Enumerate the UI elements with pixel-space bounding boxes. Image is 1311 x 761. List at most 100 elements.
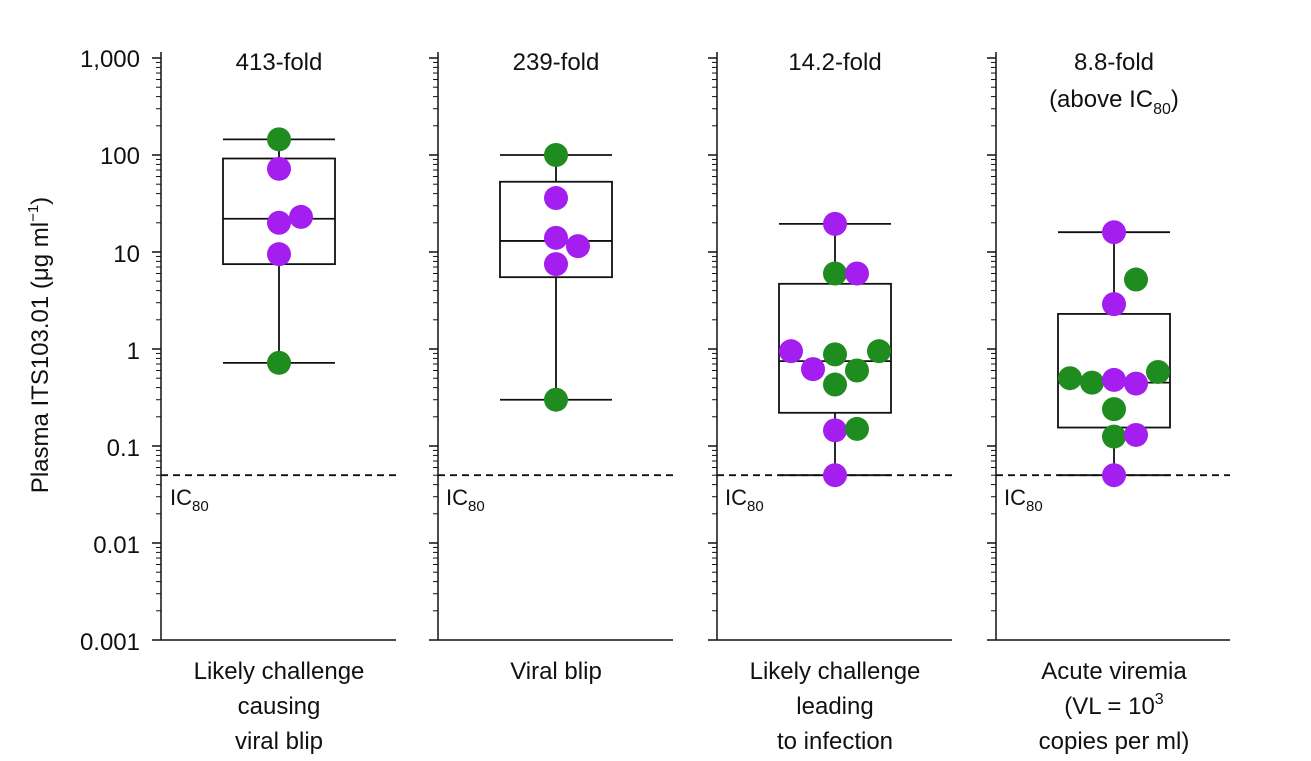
data-point-purple — [801, 357, 825, 382]
data-point-purple — [823, 211, 847, 236]
data-point-green — [823, 342, 847, 367]
fold-annotation-sub: (above IC80) — [1049, 86, 1179, 118]
data-point-purple — [566, 234, 590, 259]
fold-annotation-line: 413-fold — [236, 49, 323, 76]
data-point-green — [823, 261, 847, 286]
data-point-purple — [1102, 292, 1126, 317]
ic80-label: IC80 — [725, 485, 764, 515]
data-point-green — [544, 387, 568, 412]
ic80-label-main: IC — [170, 485, 192, 510]
data-point-purple — [845, 261, 869, 286]
panel-axis — [987, 52, 1230, 641]
category-line: Likely challenge — [194, 658, 365, 685]
ic80-label: IC80 — [170, 485, 209, 515]
panel-marks — [499, 143, 613, 412]
fold-annotation: 8.8-fold — [1074, 49, 1154, 76]
data-point-green — [1080, 370, 1104, 395]
category-label-2: (VL = 103 — [1064, 691, 1164, 720]
data-point-purple — [267, 156, 291, 181]
y-tick-label: 10 — [113, 241, 140, 268]
data-point-purple — [823, 463, 847, 488]
fold-annotation-line: 8.8-fold — [1074, 49, 1154, 76]
data-point-purple — [267, 242, 291, 267]
category-label: Likely challenge causing viral blip — [194, 658, 365, 755]
ic80-label: IC80 — [1004, 485, 1043, 515]
data-point-purple — [544, 252, 568, 277]
category-superscript: 3 — [1155, 691, 1164, 708]
panel-acute-viremia: IC80 8.8-fold (above IC80) Acute viremia… — [987, 49, 1230, 755]
category-line: copies per ml) — [1039, 728, 1190, 755]
data-point-green — [845, 416, 869, 441]
y-axis-label: Plasma ITS103.01 (μg ml−1) — [25, 197, 54, 493]
panel-likely-challenge-viral-blip: IC80 413-fold Likely challenge causing vir… — [152, 49, 396, 755]
category-line: (VL = 10 — [1064, 693, 1155, 720]
y-tick-label: 1 — [127, 338, 140, 365]
category-line: Acute viremia — [1041, 658, 1187, 685]
data-point-purple — [544, 225, 568, 250]
ic80-label-main: IC — [1004, 485, 1026, 510]
y-tick-label: 0.01 — [93, 532, 140, 559]
data-point-green — [267, 127, 291, 152]
data-point-green — [867, 339, 891, 364]
y-axis-label-superscript: −1 — [25, 205, 42, 222]
panel-axis — [429, 52, 673, 641]
ic80-label-sub: 80 — [192, 498, 209, 515]
fold-annotation: 239-fold — [513, 49, 600, 76]
category-line: leading — [796, 693, 873, 720]
fold-annotation-line: (above IC — [1049, 86, 1153, 113]
y-tick-label: 1,000 — [80, 46, 140, 73]
panel-marks — [1057, 220, 1171, 488]
data-point-green — [1102, 424, 1126, 449]
category-label-3: copies per ml) — [1039, 728, 1190, 755]
data-point-green — [1124, 267, 1148, 292]
y-tick-label: 0.1 — [107, 435, 140, 462]
data-point-purple — [1102, 220, 1126, 245]
data-point-green — [267, 350, 291, 375]
data-point-purple — [544, 186, 568, 211]
data-point-purple — [1124, 371, 1148, 396]
y-axis-label-text: Plasma ITS103.01 (μg ml — [27, 222, 54, 493]
y-axis-label-close: ) — [27, 197, 54, 205]
panel-axis — [152, 52, 396, 641]
category-label: Acute viremia — [1041, 658, 1187, 685]
ic80-label-sub: 80 — [468, 498, 485, 515]
data-point-purple — [779, 339, 803, 364]
category-line: to infection — [777, 728, 893, 755]
data-point-green — [845, 358, 869, 383]
data-point-purple — [1124, 422, 1148, 447]
data-point-green — [823, 372, 847, 397]
ic80-label-main: IC — [446, 485, 468, 510]
fold-annotation-subscript: 80 — [1153, 101, 1171, 118]
data-point-green — [1058, 366, 1082, 391]
panel-marks — [778, 211, 892, 488]
ic80-label-main: IC — [725, 485, 747, 510]
fold-annotation-line: 14.2-fold — [788, 49, 881, 76]
fold-annotation-close: ) — [1171, 86, 1179, 113]
category-line: causing — [238, 693, 321, 720]
data-point-green — [1102, 397, 1126, 422]
ic80-label-sub: 80 — [747, 498, 764, 515]
category-label: Likely challenge leading to infection — [750, 658, 921, 755]
panel-viral-blip: IC80 239-fold Viral blip — [429, 49, 673, 685]
data-point-purple — [289, 204, 313, 229]
panel-marks — [222, 127, 336, 375]
category-line: viral blip — [235, 728, 323, 755]
panel-axis — [708, 52, 952, 641]
category-line: Likely challenge — [750, 658, 921, 685]
fold-annotation-line: 239-fold — [513, 49, 600, 76]
data-point-green — [1146, 359, 1170, 384]
data-point-purple — [823, 418, 847, 443]
data-point-purple — [1102, 367, 1126, 392]
category-line: Viral blip — [510, 658, 602, 685]
data-point-green — [544, 143, 568, 167]
y-tick-label: 100 — [100, 143, 140, 170]
ic80-label-sub: 80 — [1026, 498, 1043, 515]
fold-annotation: 413-fold — [236, 49, 323, 76]
category-label: Viral blip — [510, 658, 602, 685]
panel-likely-challenge-infection: IC80 14.2-fold Likely challenge leading to… — [708, 49, 952, 755]
y-tick-label: 0.001 — [80, 629, 140, 656]
data-point-purple — [1102, 463, 1126, 488]
fold-annotation: 14.2-fold — [788, 49, 881, 76]
